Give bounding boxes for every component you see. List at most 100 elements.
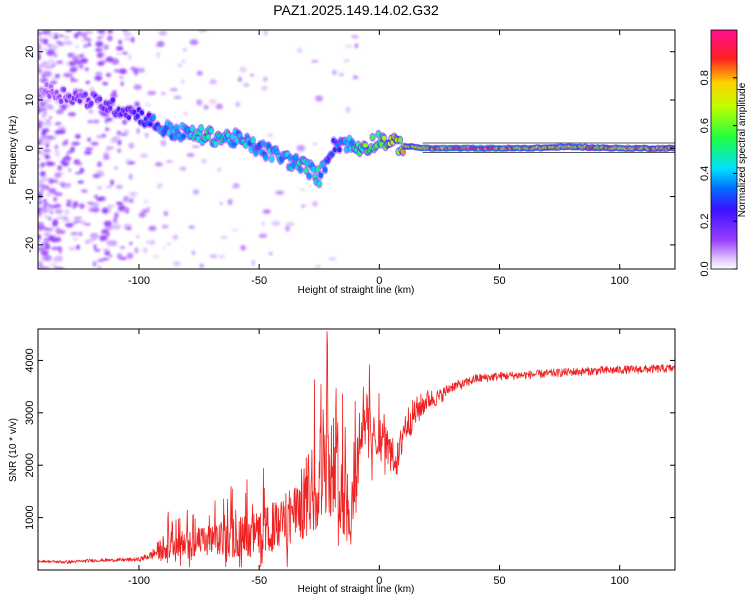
spectrogram-noise-blob [95,40,104,48]
spectrogram-noise-blob [38,136,45,142]
spectrogram-noise-blob [301,204,306,208]
colorbar: 0.0 0.2 0.4 0.6 0.8 Normalized spectral ampl… [699,29,748,277]
spectrogram-heatmap [38,30,675,269]
spectrogram-noise-blob [70,232,79,236]
spectrogram-noise-blob [88,109,94,114]
spectrogram-noise-blob [83,44,88,49]
spectrogram-noise-blob [105,185,113,189]
spectrogram-noise-blob [62,141,66,147]
colorbar-tick-label: 0.4 [699,166,711,181]
spectrogram-noise-blob [73,216,83,220]
spectrogram-noise-blob [87,38,92,43]
spectrogram-noise-blob [54,73,60,79]
spectrogram-noise-blob [169,87,178,92]
spectrogram-noise-blob [218,254,226,259]
spectrogram-noise-blob [313,142,317,145]
spectrogram-noise-blob [107,30,113,34]
spectrogram-ridge-cell [58,98,64,104]
spectrogram-noise-blob [106,239,113,247]
snr-y-tick-label: 4000 [24,348,36,372]
spectrogram-noise-blob [220,235,228,239]
spectrogram-noise-blob [67,112,76,117]
spectrogram-noise-blob [39,170,46,178]
spectrogram-noise-blob [97,61,105,66]
spectrogram-noise-blob [102,60,107,63]
spectrogram-noise-blob [38,157,41,161]
spectrogram-noise-blob [183,112,188,116]
spectrogram-noise-blob [54,144,59,150]
spectrogram-noise-blob [128,53,132,60]
spectrogram-noise-blob [122,30,128,32]
spectrogram-noise-blob [43,65,53,70]
spectrogram-x-tick-label: 100 [611,275,629,287]
spectrogram-noise-blob [136,235,140,238]
spectrogram-noise-blob [114,68,120,73]
spectrogram-noise-blob [42,128,50,133]
spectrogram-noise-blob [102,156,111,160]
spectrogram-noise-blob [267,133,274,138]
spectrogram-noise-blob [65,203,71,207]
spectrogram-ridge-cell [89,100,94,107]
spectrogram-noise-blob [242,83,250,88]
spectrogram-noise-blob [71,141,81,146]
spectrogram-noise-blob [191,250,196,256]
spectrogram-noise-blob [41,115,46,119]
colorbar-label: Normalized spectral amplitude [737,82,748,217]
spectrogram-noise-blob [227,198,233,206]
spectrogram-ridge-cell [61,86,67,93]
spectrogram-noise-blob [116,253,123,260]
spectrogram-y-tick-label: -20 [24,237,36,253]
spectrogram-noise [38,30,359,269]
spectrogram-noise-blob [315,265,321,268]
spectrogram-noise-blob [85,30,93,34]
spectrogram-noise-blob [119,76,124,80]
colorbar-tick-label: 0.8 [699,70,711,85]
spectrogram-noise-blob [123,207,128,214]
spectrogram-noise-blob [94,194,99,199]
spectrogram-noise-blob [161,224,169,229]
spectrogram-noise-blob [43,254,52,262]
spectrogram-noise-blob [38,200,43,204]
spectrogram-noise-blob [94,48,103,52]
spectrogram-noise-blob [96,170,104,174]
spectrogram-noise-blob [231,228,239,231]
spectrogram-ridge-cell [318,172,323,178]
snr-frame [37,328,676,571]
spectrogram-noise-blob [123,129,130,134]
spectrogram-noise-blob [45,227,54,232]
spectrogram-noise-blob [114,166,118,170]
spectrogram-noise-blob [80,57,89,64]
spectrogram-noise-blob [196,99,203,106]
spectrogram-ridge-cell [304,168,309,174]
spectrogram-noise-blob [42,149,52,153]
spectrogram-noise-blob [104,127,110,132]
spectrogram-noise-blob [117,148,122,153]
snr-x-axis-label: Height of straight line (km) [298,584,415,595]
spectrogram-noise-blob [55,216,65,220]
spectrogram-x-tick-label: 0 [376,275,382,287]
spectrogram-noise-blob [217,167,222,173]
spectrogram-noise-blob [181,59,186,64]
spectrogram-noise-blob [42,111,48,116]
spectrogram-ridge-cell [195,136,201,142]
spectrogram-noise-blob [129,191,138,197]
spectrogram-noise-blob [84,223,91,226]
spectrogram-noise-blob [351,35,359,39]
spectrogram-noise-blob [166,160,173,163]
spectrogram-noise-blob [261,85,268,91]
spectrogram-noise-blob [239,66,247,73]
spectrogram-noise-blob [56,60,64,64]
spectrogram-noise-blob [124,158,132,163]
spectrogram-noise-blob [118,39,123,45]
spectrogram-x-tick-label: -50 [251,275,267,287]
spectrogram-ridge-cell [269,156,274,162]
spectrogram-noise-blob [97,265,102,269]
spectrogram-ridge-cell [205,134,211,140]
spectrogram-noise-blob [215,103,223,110]
spectrogram-noise-blob [123,196,130,203]
spectrogram-noise-blob [130,66,138,71]
spectrogram-noise-blob [156,40,165,48]
spectrogram-noise-blob [129,241,133,246]
spectrogram-ridge-cell [260,141,266,147]
spectrogram-noise-blob [40,141,49,146]
